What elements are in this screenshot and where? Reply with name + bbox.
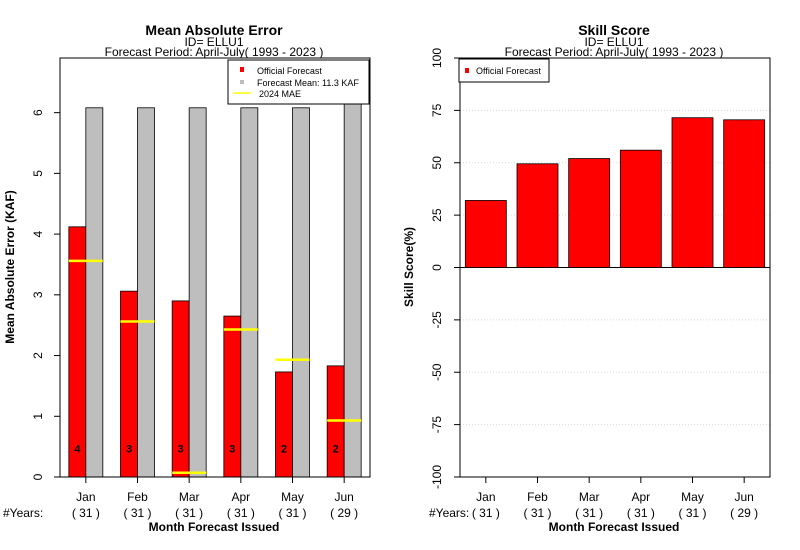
- mae-y-axis-label: Mean Absolute Error (KAF): [3, 190, 17, 344]
- skill-x-tick-label: Mar: [579, 490, 600, 504]
- skill-subtitle-period: Forecast Period: April-July( 1993 - 2023…: [505, 45, 724, 59]
- skill-years-value: ( 31 ): [523, 506, 551, 520]
- mae-legend-box: [227, 59, 370, 105]
- mae-years-label: #Years:: [3, 506, 43, 520]
- skill-y-tick-label: 0: [430, 264, 444, 271]
- mae-bar-mean-apr: [240, 107, 259, 478]
- skill-years-value: ( 31 ): [472, 506, 500, 520]
- mae-subtitle-id: ID= ELLU1: [184, 35, 243, 49]
- skill-y-tick-label: -25: [430, 311, 444, 329]
- mae-years-value: ( 29 ): [330, 506, 358, 520]
- skill-legend-official: Official Forecast: [476, 66, 541, 76]
- mae-rank-jun: 2: [333, 444, 339, 456]
- mae-years-value: ( 31 ): [278, 506, 306, 520]
- skill-years-value: ( 31 ): [575, 506, 603, 520]
- mae-bar-official-may: [275, 371, 293, 478]
- mae-rank-jan: 4: [74, 444, 81, 456]
- mae-legend-mean: Forecast Mean: 11.3 KAF: [257, 78, 359, 88]
- mae-x-tick-label: Feb: [127, 490, 148, 504]
- skill-subtitle-id: ID= ELLU1: [584, 35, 643, 49]
- mae-x-tick-label: Mar: [179, 490, 200, 504]
- mae-legend-official: Official Forecast: [257, 66, 322, 76]
- skill-x-axis: Jan ( 31 ) Feb ( 31 ) Mar ( 31 ) Apr ( 31 ) May (…: [472, 477, 758, 520]
- skill-x-tick-label: Apr: [631, 490, 650, 504]
- skill-y-tick-label: 25: [430, 208, 444, 222]
- mae-plot-frame: [59, 57, 371, 478]
- skill-legend-swatch-official: [465, 68, 469, 73]
- mae-rank-may: 2: [281, 444, 287, 456]
- mae-bar-mean-mar: [188, 107, 207, 478]
- mae-y-tick-label: 0: [31, 473, 45, 480]
- mae-y-tick-label: 2: [31, 352, 45, 359]
- mae-x-axis-label: Month Forecast Issued: [149, 520, 280, 534]
- mae-2024-lines: [68, 259, 362, 474]
- mae-x-tick-label: Jun: [334, 490, 353, 504]
- mae-title: Mean Absolute Error: [145, 22, 283, 38]
- mae-bars: [68, 103, 362, 478]
- mae-legend: Official Forecast Forecast Mean: 11.3 KA…: [227, 59, 370, 105]
- mae-bar-mean-feb: [137, 107, 155, 478]
- mae-legend-2024: 2024 MAE: [259, 89, 301, 99]
- skill-years-value: ( 31 ): [678, 506, 706, 520]
- mae-rank-apr: 3: [229, 444, 235, 456]
- mae-x-tick-label: May: [281, 490, 304, 504]
- mae-y-tick-label: 1: [31, 413, 45, 420]
- skill-y-tick-label: -50: [430, 363, 444, 381]
- mae-x-tick-label: Jan: [76, 490, 95, 504]
- skill-bar-feb: [516, 163, 559, 268]
- mae-bar-official-jan: [68, 226, 87, 478]
- mae-years-value: ( 31 ): [175, 506, 203, 520]
- mae-legend-swatch-mean: [240, 80, 244, 84]
- mae-x-axis: Jan ( 31 ) Feb ( 31 ) Mar ( 31 ) Apr ( 31 ) May (…: [72, 477, 358, 520]
- mae-rank-mar: 3: [178, 444, 184, 456]
- skill-bar-mar: [568, 158, 611, 268]
- mae-years-value: ( 31 ): [227, 506, 255, 520]
- mae-years-value: ( 31 ): [123, 506, 151, 520]
- skill-y-tick-label: 50: [430, 156, 444, 170]
- skill-y-axis-label: Skill Score(%): [402, 227, 416, 307]
- mae-subtitle-period: Forecast Period: April-July( 1993 - 2023…: [105, 45, 324, 59]
- skill-bars: [464, 117, 766, 268]
- skill-y-tick-label: 75: [430, 103, 444, 117]
- skill-bar-jun: [723, 119, 766, 268]
- skill-gridlines: [460, 109, 770, 426]
- skill-bar-may: [671, 117, 714, 268]
- mae-bar-mean-may: [292, 107, 310, 478]
- skill-legend: Official Forecast: [458, 58, 550, 83]
- skill-legend-box: [458, 58, 550, 83]
- mae-y-tick-label: 4: [31, 230, 45, 237]
- mae-bar-mean-jan: [85, 107, 104, 478]
- skill-years-value: ( 31 ): [627, 506, 655, 520]
- skill-y-tick-label: -75: [430, 416, 444, 434]
- mae-years-value: ( 31 ): [72, 506, 100, 520]
- skill-y-tick-label: 100: [430, 48, 444, 68]
- skill-years-label: #Years:: [429, 506, 469, 520]
- mae-rank-labels: 4 3 3 3 2 2: [74, 444, 338, 456]
- skill-chart: Skill Score ID= ELLU1 Forecast Period: A…: [402, 22, 771, 534]
- skill-title: Skill Score: [578, 22, 650, 38]
- mae-legend-swatch-official: [240, 67, 244, 72]
- mae-chart: Mean Absolute Error ID= ELLU1 Forecast P…: [3, 22, 371, 534]
- mae-y-tick-label: 3: [31, 291, 45, 298]
- mae-y-tick-label: 5: [31, 170, 45, 177]
- mae-y-axis: 0 1 2 3 4 5 6: [31, 109, 60, 480]
- skill-bar-apr: [619, 149, 662, 268]
- skill-years-value: ( 29 ): [730, 506, 758, 520]
- skill-y-axis: -100 -75 -50 -25 0 25 50 75 100: [430, 48, 460, 489]
- skill-x-tick-label: Jun: [734, 490, 753, 504]
- mae-x-tick-label: Apr: [231, 490, 250, 504]
- mae-y-tick-label: 6: [31, 109, 45, 116]
- skill-y-tick-label: -100: [430, 465, 444, 489]
- mae-rank-feb: 3: [126, 444, 132, 456]
- skill-x-tick-label: Jan: [476, 490, 495, 504]
- skill-bar-jan: [464, 200, 507, 268]
- skill-x-axis-label: Month Forecast Issued: [549, 520, 680, 534]
- skill-x-tick-label: Feb: [527, 490, 548, 504]
- skill-x-tick-label: May: [681, 490, 704, 504]
